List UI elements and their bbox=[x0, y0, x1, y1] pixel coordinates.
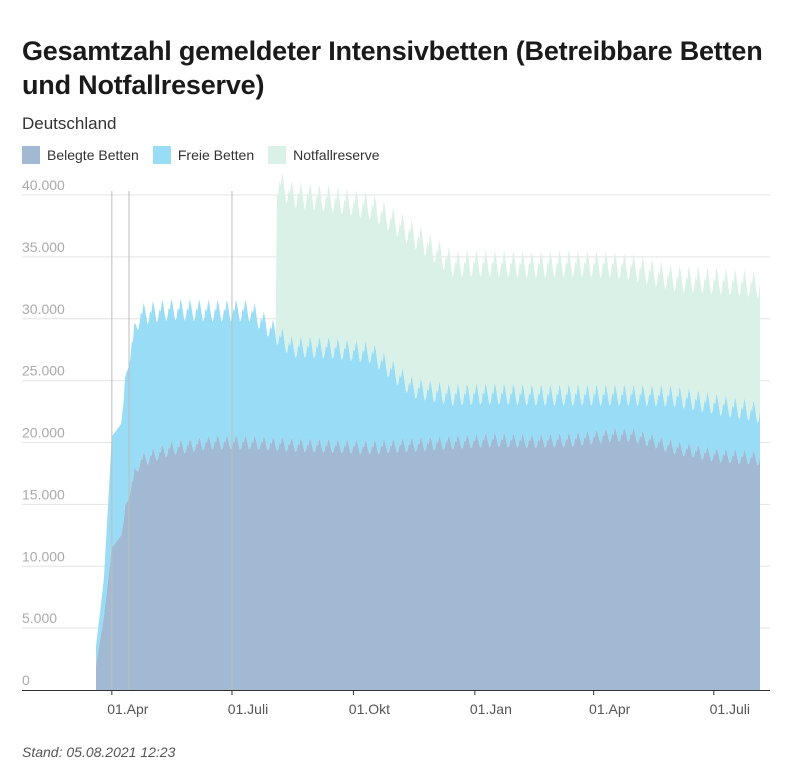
legend: Belegte Betten Freie Betten Notfallreser… bbox=[22, 146, 380, 164]
y-tick-label: 10.000 bbox=[22, 548, 65, 564]
y-tick-label: 5.000 bbox=[22, 610, 57, 626]
legend-label: Freie Betten bbox=[177, 147, 255, 163]
x-axis: 01.Apr 01.Juli 01.Okt 01.Jan 01.Apr 01.Juli bbox=[22, 690, 770, 717]
x-tick-label: 01.Juli bbox=[710, 701, 750, 717]
x-tick-label: 01.Apr bbox=[107, 701, 149, 717]
y-tick-label: 30.000 bbox=[22, 301, 65, 317]
legend-item-freie-betten[interactable]: Freie Betten bbox=[152, 146, 255, 164]
legend-swatch bbox=[268, 146, 287, 164]
legend-swatch bbox=[22, 146, 40, 164]
x-tick-label: 01.Okt bbox=[349, 701, 390, 717]
legend-swatch bbox=[152, 146, 171, 164]
legend-label: Notfallreserve bbox=[293, 147, 380, 163]
legend-item-belegte-betten[interactable]: Belegte Betten bbox=[22, 146, 139, 164]
y-tick-label: 25.000 bbox=[22, 363, 65, 379]
legend-item-notfallreserve[interactable]: Notfallreserve bbox=[268, 146, 380, 164]
chart-title: Gesamtzahl gemeldeter Intensivbetten (Be… bbox=[22, 36, 763, 100]
area-belegte-betten bbox=[96, 427, 760, 690]
stacked-areas bbox=[96, 172, 760, 690]
footnote: Stand: 05.08.2021 12:23 bbox=[22, 744, 176, 760]
y-axis: 0 5.000 10.000 15.000 20.000 25.000 30.000 35.0… bbox=[22, 177, 65, 688]
area-freie-betten bbox=[96, 298, 760, 666]
y-tick-label: 0 bbox=[22, 672, 30, 688]
x-tick-label: 01.Jan bbox=[470, 701, 512, 717]
area-notfallreserve bbox=[96, 172, 760, 647]
legend-label: Belegte Betten bbox=[47, 147, 139, 163]
reference-lines bbox=[111, 191, 233, 690]
x-tick-label: 01.Juli bbox=[228, 701, 268, 717]
y-tick-label: 20.000 bbox=[22, 425, 65, 441]
x-tick-label: 01.Apr bbox=[589, 701, 631, 717]
y-tick-label: 40.000 bbox=[22, 177, 65, 193]
y-tick-label: 15.000 bbox=[22, 486, 65, 502]
chart-subtitle: Deutschland bbox=[22, 114, 117, 133]
y-tick-label: 35.000 bbox=[22, 239, 65, 255]
